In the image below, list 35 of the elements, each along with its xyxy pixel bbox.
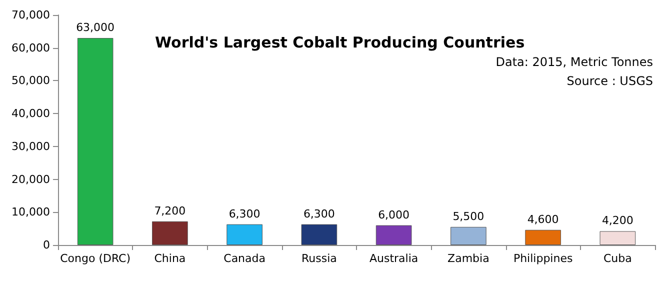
x-tick-label: Zambia [448, 252, 490, 265]
x-tick-label: Cuba [603, 252, 632, 265]
x-tick-label: Russia [301, 252, 337, 265]
x-tick-label: Congo (DRC) [60, 252, 131, 265]
bar [376, 225, 412, 245]
y-tick-label: 0 [43, 238, 50, 252]
y-tick-label: 30,000 [12, 140, 50, 153]
bar [525, 230, 561, 245]
x-tick-label: China [154, 252, 186, 265]
annotation: Source : USGS [566, 74, 653, 88]
data-label: 4,600 [527, 212, 559, 226]
data-label: 6,300 [303, 207, 335, 220]
y-tick-label: 50,000 [12, 74, 50, 88]
bar [450, 226, 486, 245]
y-tick-label: 60,000 [12, 41, 50, 54]
y-tick-label: 10,000 [12, 206, 50, 219]
x-tick-label: Canada [224, 252, 266, 265]
x-tick-label: Australia [369, 252, 418, 265]
bar [600, 231, 636, 245]
x-tick-label: Philippines [513, 252, 573, 265]
bar [77, 38, 114, 245]
data-label: 63,000 [76, 21, 115, 34]
data-label: 5,500 [452, 210, 484, 223]
text: World's Largest Cobalt Producing Countries [155, 34, 525, 52]
data-label: 7,200 [154, 204, 186, 218]
annotation: Data: 2015, Metric Tonnes [496, 55, 654, 69]
y-tick-label: 20,000 [12, 172, 50, 186]
data-label: 6,000 [378, 208, 410, 222]
y-tick-label: 70,000 [12, 8, 50, 22]
bar [226, 224, 262, 245]
bar [152, 221, 188, 245]
data-label: 4,200 [602, 214, 634, 228]
y-tick-label: 40,000 [12, 107, 50, 120]
bar [301, 224, 338, 245]
data-label: 6,300 [228, 207, 260, 220]
